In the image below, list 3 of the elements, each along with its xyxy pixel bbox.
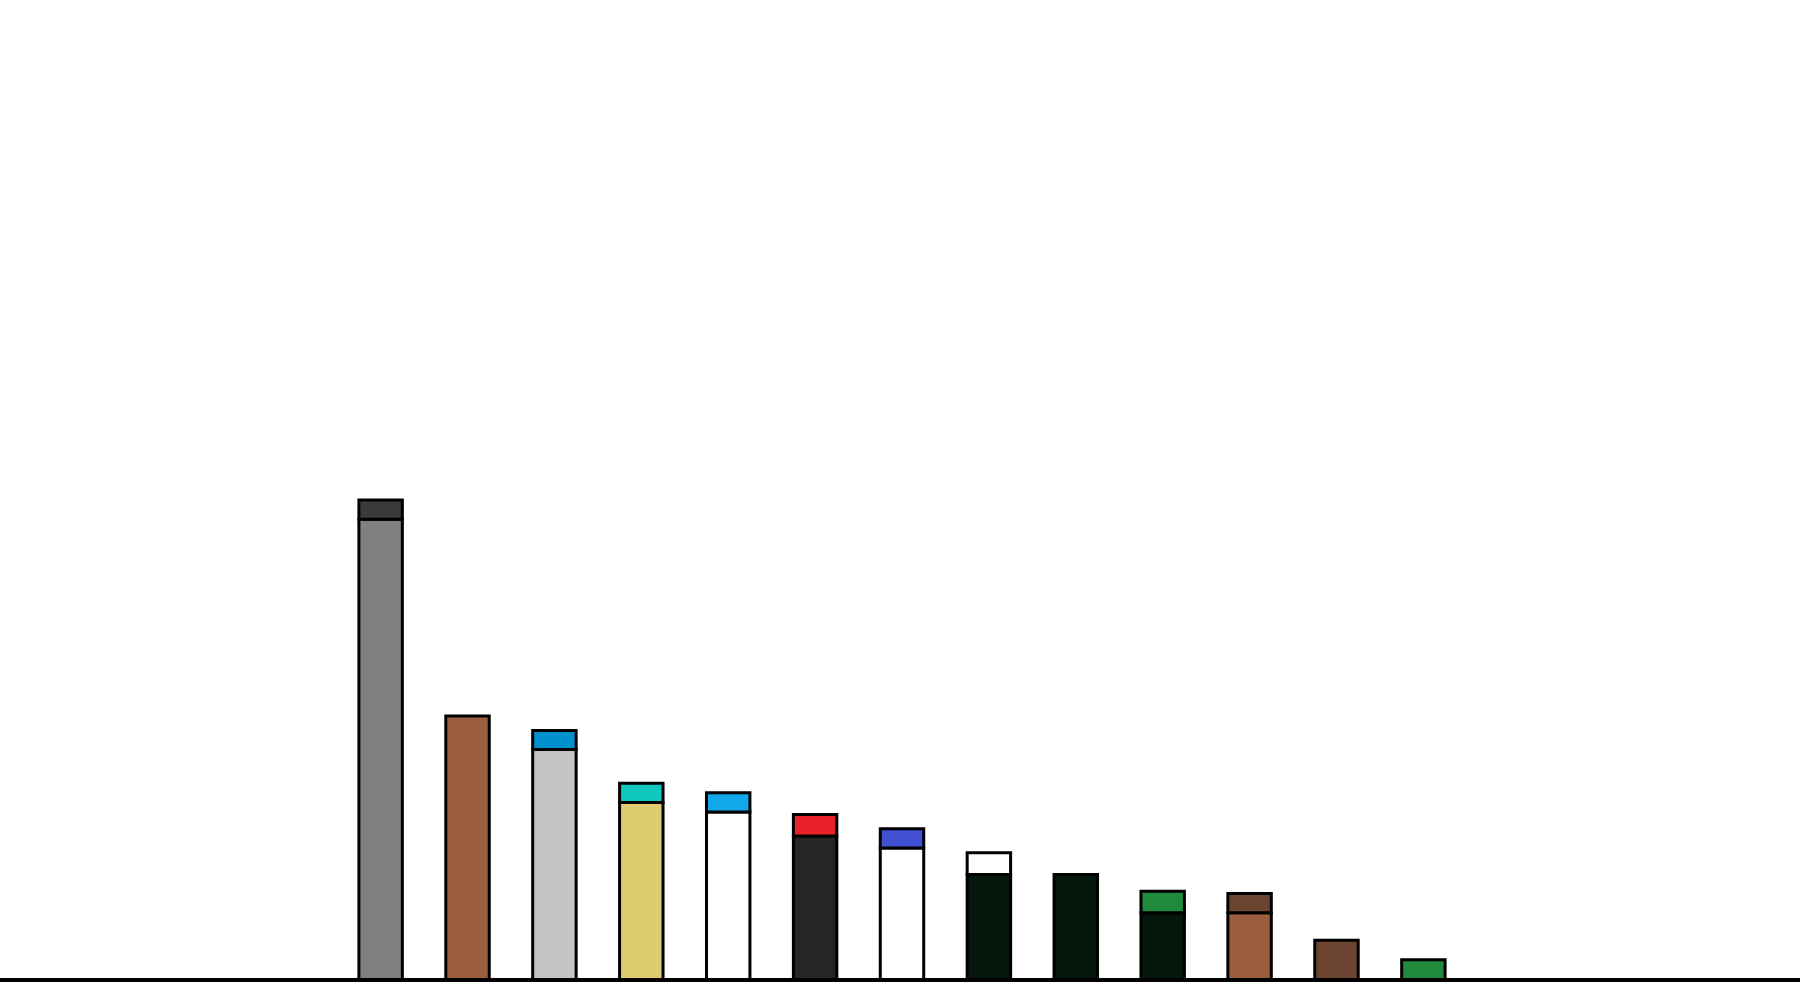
bar [1052,872,1100,982]
bar [1400,958,1447,982]
bar [444,714,491,982]
